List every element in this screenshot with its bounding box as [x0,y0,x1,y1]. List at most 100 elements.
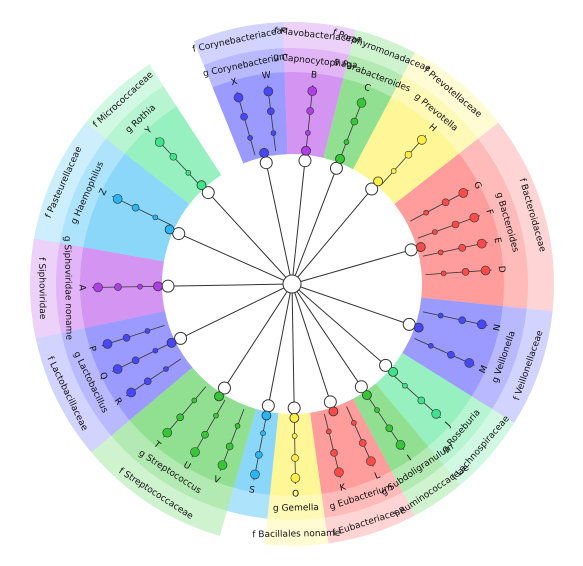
leaf-node [114,283,122,291]
genus-ring-pasteurellaceae [59,138,125,248]
genus-ring-s-leaf [226,487,270,519]
genus-ring-porphyromonadaceae [343,55,403,97]
clade-node [362,390,372,400]
edge-leaf [391,373,441,419]
clade-sector-siphoviridae [79,247,165,329]
family-ring-ruminococcaceae [402,464,461,516]
genus-ring-lachnospiraceae [428,396,493,465]
family-label-bacillales: f Bacillales noname [252,529,341,541]
edge-leaf [163,386,207,438]
edge-leaf [191,399,226,458]
edge-branch [330,249,412,274]
clade-node [388,367,399,377]
genus-ring-lactobacillaceae [61,328,130,436]
leaf-node [213,412,219,419]
leaf-node [431,409,441,419]
clade-node [166,337,177,348]
edge-leaf [339,97,365,160]
leaf-node [93,282,103,293]
edge-leaf [410,189,469,222]
clade-letter-Q: Q [97,371,109,382]
leaf-node [423,209,430,216]
clade-letter-L: L [373,471,382,482]
edge-branch [303,321,331,403]
leaf-node [458,316,466,324]
edge-branch [178,233,256,269]
edge-leaf [155,137,201,187]
family-ring-pasteurellaceae [33,122,107,244]
clade-letter-Y: Y [143,125,155,137]
leaf-node [163,366,169,372]
edge-branch [224,317,271,389]
clade-node [153,281,163,292]
clade-sector-streptococcaceae [129,367,257,488]
leaf-node [254,451,263,459]
genus-ring-corynebacteriaceae [203,48,285,88]
edge-leaf [366,394,405,451]
clade-sector-s-leaf [233,408,279,495]
leaf-node [126,387,136,398]
genus-ring-prevotellaceae [391,75,478,154]
edge-branch [207,192,266,255]
leaf-node [358,439,367,447]
genus-ring-flavobacteriaceae [283,48,350,79]
clade-letter-C: C [362,83,371,95]
clade-letter-G: G [471,180,483,191]
internal-node [329,161,343,175]
leaf-node [154,137,165,147]
clade-node [289,413,300,423]
leaf-node [458,244,466,252]
leaf-node [343,139,350,145]
leaf-node [464,358,475,368]
internal-node [402,317,416,331]
leaf-node [451,220,460,229]
clade-letter-W: W [261,71,271,82]
leaf-node [122,333,131,342]
genus-ring-streptococcaceae [111,420,234,511]
leaf-node [476,319,487,330]
clade-letter-J: J [443,421,453,430]
clade-node [164,224,175,235]
leaf-node [270,130,277,136]
clade-letter-U: U [181,460,192,472]
leaf-node [162,427,173,438]
root-node [282,274,302,294]
leaf-node [325,428,332,435]
edge-leaf [112,195,172,226]
internal-node [287,401,301,415]
leaf-node [402,382,408,389]
leaf-node [469,212,480,223]
family-ring-flavobacteriaceae [282,22,356,56]
leaf-node [250,469,260,480]
edge-branch [313,316,362,388]
edge-leaf [125,358,182,397]
leaf-node [169,152,178,161]
internal-node [354,380,368,394]
edge-branch [168,284,253,287]
leaf-node [152,214,159,221]
leaf-node [404,150,413,159]
clade-node [328,406,339,417]
clade-letter-N: N [492,323,503,332]
leaf-node [350,117,359,126]
leaf-node [334,467,344,478]
internal-node [217,381,231,395]
leaf-node [191,397,198,404]
edge-branch [317,188,373,254]
clade-node [301,145,311,156]
genus-ring-siphoviridae [55,243,85,334]
tree-edges-layer [92,85,492,484]
clade-node [261,410,272,421]
edge-branch [180,301,257,339]
internal-node [379,358,393,372]
leaf-node [437,312,444,319]
internal-node [259,156,273,170]
leaf-node [260,430,266,437]
edge-leaf [293,417,296,484]
leaf-node [476,238,487,249]
clade-letter-D: D [496,266,506,274]
edge-branch [329,296,410,325]
clade-letter-I: I [406,454,414,464]
family-ring-veillonellaceae [492,308,553,423]
